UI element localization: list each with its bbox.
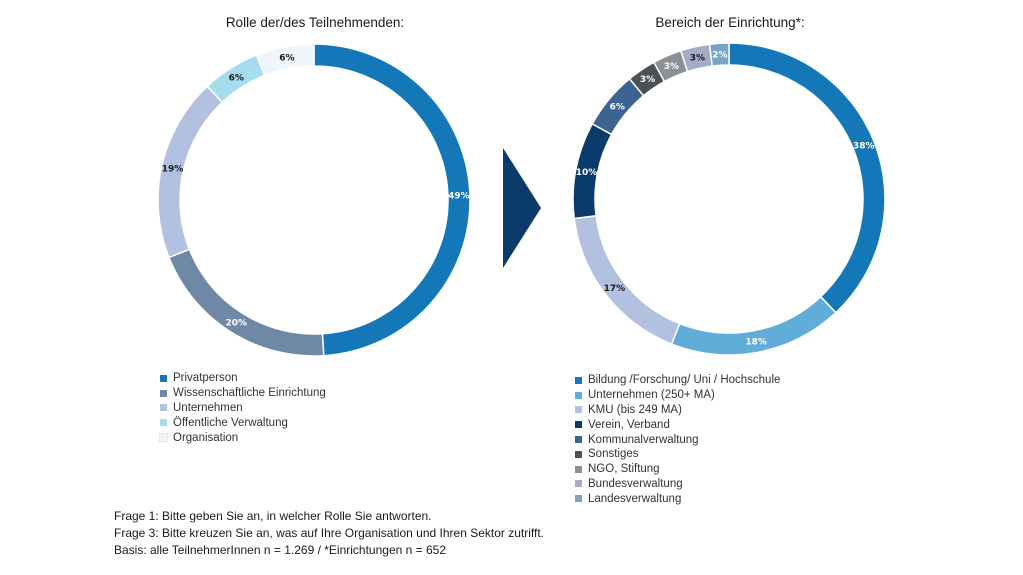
legend-item-1-0: Bildung /Forschung/ Uni / Hochschule <box>575 373 780 388</box>
legend-label-1-8: Landesverwaltung <box>588 492 682 505</box>
legend-label-1-1: Unternehmen (250+ MA) <box>588 389 715 402</box>
donut-left: 49% 20% 19% 6% 6% <box>157 43 471 357</box>
legend-swatch-0-0 <box>160 374 167 382</box>
slice-label-1-8: 2% <box>712 50 727 60</box>
legend-item-0-4: Organisation <box>159 430 326 445</box>
slice-label-0-0: 49% <box>448 191 470 201</box>
legend-swatch-1-6 <box>575 465 582 473</box>
legend-label-0-1: Wissenschaftliche Einrichtung <box>173 387 326 400</box>
slice-0-1 <box>167 248 325 357</box>
legend-label-0-3: Öffentliche Verwaltung <box>173 416 288 429</box>
legend-left: Privatperson Wissenschaftliche Einrichtun… <box>159 371 326 445</box>
footnote-question-3: Frage 3: Bitte kreuzen Sie an, was auf I… <box>114 526 545 540</box>
legend-label-1-6: NGO, Stiftung <box>588 463 660 476</box>
legend-swatch-0-2 <box>160 404 167 412</box>
slice-label-1-1: 18% <box>745 337 767 347</box>
footnote-question-1: Frage 1: Bitte geben Sie an, in welcher … <box>114 509 432 523</box>
legend-item-1-2: KMU (bis 249 MA) <box>575 403 780 418</box>
legend-label-1-0: Bildung /Forschung/ Uni / Hochschule <box>588 374 781 387</box>
legend-swatch-1-3 <box>575 421 582 429</box>
legend-swatch-1-7 <box>575 480 582 488</box>
slice-label-1-5: 3% <box>640 75 655 85</box>
slice-label-1-4: 6% <box>610 103 625 113</box>
legend-item-0-0: Privatperson <box>160 371 326 386</box>
slice-0-0 <box>313 43 471 357</box>
legend-label-1-3: Verein, Verband <box>588 418 670 431</box>
slice-label-0-2: 19% <box>162 164 184 174</box>
legend-item-1-7: Bundesverwaltung <box>575 477 780 492</box>
legend-item-1-3: Verein, Verband <box>575 417 780 432</box>
slice-1-8 <box>708 42 730 67</box>
donut-right: 38% 18% 17% 10% 6% 3% 3% 3% 2% <box>572 42 886 356</box>
legend-swatch-0-4 <box>159 433 168 443</box>
legend-label-1-4: Kommunalverwaltung <box>588 433 699 446</box>
legend-item-0-1: Wissenschaftliche Einrichtung <box>160 386 326 401</box>
slice-label-0-1: 20% <box>226 318 248 328</box>
legend-swatch-1-0 <box>575 376 582 384</box>
slice-1-2 <box>573 214 681 346</box>
legend-swatch-1-1 <box>575 391 582 399</box>
legend-item-0-3: Öffentliche Verwaltung <box>160 415 326 430</box>
legend-swatch-1-4 <box>575 436 582 444</box>
legend-swatch-0-3 <box>160 419 167 427</box>
slice-label-1-7: 3% <box>690 53 705 63</box>
footnote-base: Basis: alle TeilnehmerInnen n = 1.269 / … <box>114 543 447 557</box>
slice-label-1-3: 10% <box>576 168 598 178</box>
slice-label-1-0: 38% <box>853 142 875 152</box>
legend-swatch-1-2 <box>575 406 582 414</box>
slice-1-0 <box>728 42 886 314</box>
legend-item-1-6: NGO, Stiftung <box>575 462 780 477</box>
legend-label-1-5: Sonstiges <box>588 448 639 461</box>
chart-title-left: Rolle der/des Teilnehmenden: <box>225 15 405 30</box>
legend-item-1-1: Unternehmen (250+ MA) <box>575 388 780 403</box>
legend-swatch-1-5 <box>575 450 582 458</box>
arrow-right-icon <box>503 148 541 268</box>
legend-item-0-2: Unternehmen <box>160 401 326 416</box>
legend-label-1-2: KMU (bis 249 MA) <box>588 403 682 416</box>
legend-item-1-4: Kommunalverwaltung <box>575 432 780 447</box>
legend-label-0-2: Unternehmen <box>173 401 243 414</box>
legend-item-1-5: Sonstiges <box>575 447 780 462</box>
slice-label-0-3: 6% <box>229 74 244 84</box>
legend-swatch-0-1 <box>160 389 167 397</box>
slice-0-4 <box>255 43 315 77</box>
footnotes: Frage 1: Bitte geben Sie an, in welcher … <box>114 508 544 559</box>
slice-label-0-4: 6% <box>279 54 294 64</box>
legend-right: Bildung /Forschung/ Uni / Hochschule Unte… <box>575 373 780 506</box>
legend-item-1-8: Landesverwaltung <box>575 491 780 506</box>
legend-label-1-7: Bundesverwaltung <box>588 477 683 490</box>
legend-label-0-0: Privatperson <box>173 372 238 385</box>
chart-title-right: Bereich der Einrichtung*: <box>655 15 805 30</box>
legend-label-0-4: Organisation <box>173 431 239 444</box>
slice-label-1-6: 3% <box>664 62 679 72</box>
slice-label-1-2: 17% <box>604 284 626 294</box>
legend-swatch-1-8 <box>575 495 582 503</box>
